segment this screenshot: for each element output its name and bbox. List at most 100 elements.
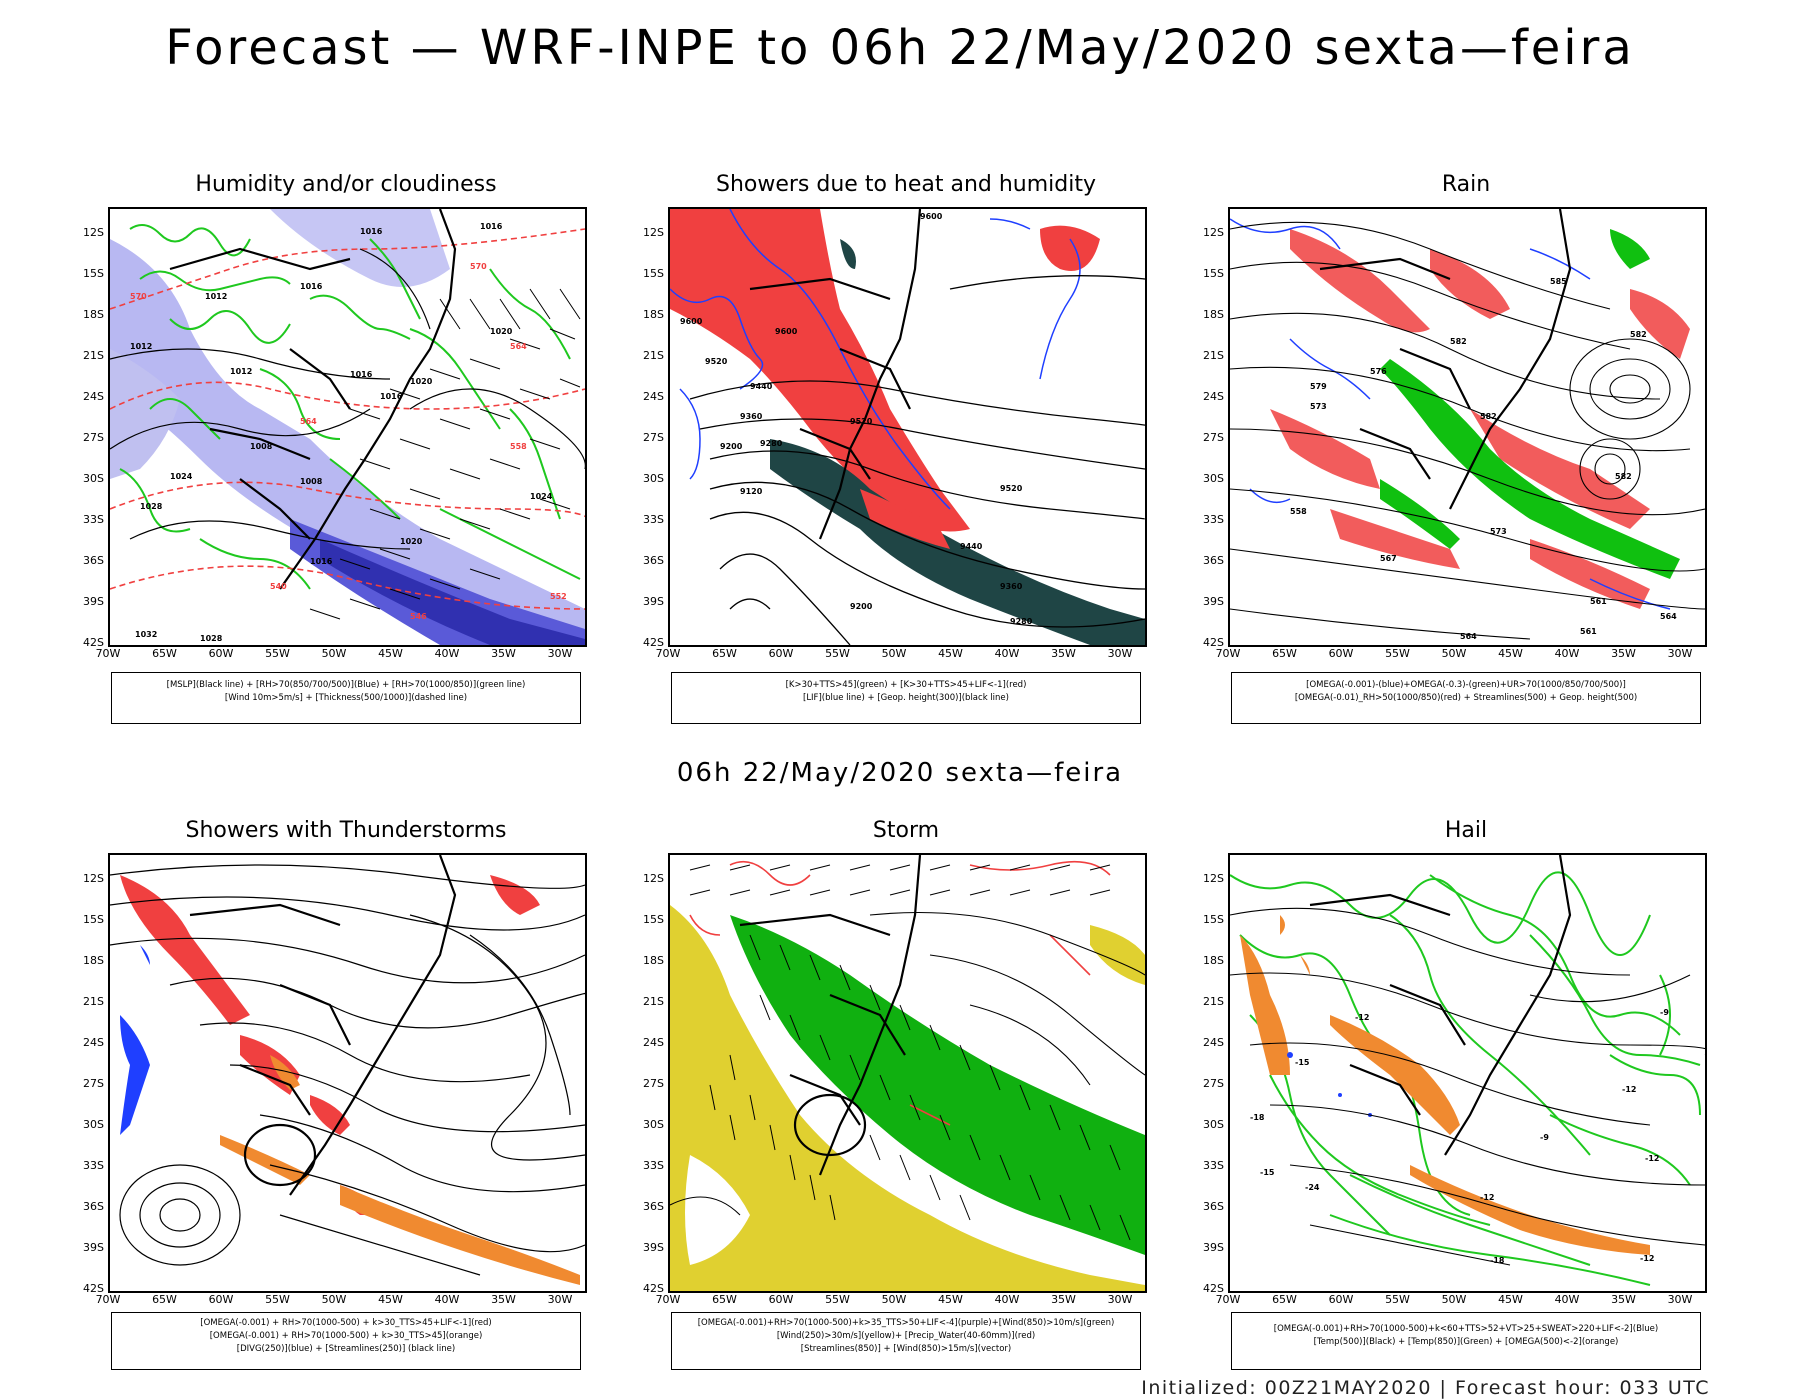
- latitude-tick-label: 12S: [1203, 872, 1224, 885]
- legend-line: [OMEGA(-0.001)+RH>70(1000-500)+k<60+TTS>…: [1273, 1324, 1659, 1334]
- contour-label: 564: [300, 417, 317, 426]
- contour-label: 1020: [400, 537, 423, 546]
- latitude-tick-label: 15S: [83, 913, 104, 926]
- contour-label: 582: [1450, 337, 1467, 346]
- legend-line: [K>30+TTS>45](green) + [K>30+TTS>45+LIF<…: [785, 680, 1027, 690]
- longitude-tick-label: 35W: [1051, 1293, 1076, 1306]
- latitude-tick-label: 30S: [643, 472, 664, 485]
- longitude-tick-label: 65W: [1272, 1293, 1297, 1306]
- latitude-tick-label: 24S: [643, 390, 664, 403]
- longitude-tick-label: 45W: [1498, 1293, 1523, 1306]
- map-rain-svg: 582 585 582 576 579 573 582 582 573 567 …: [1230, 209, 1705, 641]
- longitude-tick-label: 55W: [265, 1293, 290, 1306]
- contour-label: 582: [1615, 472, 1632, 481]
- latitude-tick-label: 33S: [1203, 1159, 1224, 1172]
- latitude-tick-label: 27S: [83, 1077, 104, 1090]
- latitude-tick-label: 30S: [83, 472, 104, 485]
- latitude-tick-label: 18S: [1203, 954, 1224, 967]
- longitude-tick-label: 70W: [1215, 647, 1241, 660]
- contour-label: 9440: [960, 542, 983, 551]
- latitude-tick-label: 24S: [83, 390, 104, 403]
- panel-title-thunderstorms: Showers with Thunderstorms: [185, 818, 507, 843]
- latitude-tick-label: 42S: [1203, 1282, 1224, 1295]
- latitude-tick-label: 30S: [643, 1118, 664, 1131]
- latitude-tick-label: 24S: [83, 1036, 104, 1049]
- latitude-tick-label: 36S: [643, 554, 664, 567]
- longitude-tick-label: 55W: [825, 1293, 850, 1306]
- longitude-tick-label: 40W: [994, 647, 1020, 660]
- longitude-tick-label: 55W: [1385, 647, 1410, 660]
- contour-label: 573: [1490, 527, 1507, 536]
- contour-label: 564: [1660, 612, 1677, 621]
- contour-label: -9: [1540, 1133, 1549, 1142]
- longitude-tick-label: 30W: [1667, 1293, 1693, 1306]
- latitude-tick-label: 42S: [1203, 636, 1224, 649]
- contour-label: -15: [1260, 1168, 1275, 1177]
- latitude-tick-label: 18S: [83, 954, 104, 967]
- contour-label: 570: [470, 262, 487, 271]
- contour-label: 9440: [750, 382, 773, 391]
- legend-line: [Temp(500)](Black) + [Temp(850)](Green) …: [1313, 1337, 1619, 1347]
- latitude-tick-label: 24S: [1203, 1036, 1224, 1049]
- longitude-tick-label: 60W: [768, 647, 794, 660]
- contour-label: 1016: [300, 282, 323, 291]
- contour-label: 1024: [170, 472, 193, 481]
- latitude-tick-label: 12S: [83, 226, 104, 239]
- legend-humidity: [MSLP](Black line) + [RH>70(850/700/500)…: [111, 672, 581, 724]
- map-humidity-svg: 1016 1016 1012 1016 1020 1024 1012 1016 …: [110, 209, 585, 645]
- contour-label: -12: [1355, 1013, 1369, 1022]
- latitude-tick-label: 15S: [643, 913, 664, 926]
- contour-label: 561: [1590, 597, 1607, 606]
- longitude-tick-label: 60W: [1328, 1293, 1354, 1306]
- contour-label: -9: [1660, 1008, 1669, 1017]
- latitude-tick-label: 33S: [643, 1159, 664, 1172]
- longitude-tick-label: 70W: [655, 647, 681, 660]
- contour-label: 9520: [705, 357, 728, 366]
- contour-label: 9280: [1010, 617, 1033, 626]
- latitude-tick-label: 12S: [1203, 226, 1224, 239]
- longitude-tick-label: 50W: [1441, 1293, 1467, 1306]
- latitude-tick-label: 42S: [83, 1282, 104, 1295]
- contour-label: 9120: [740, 487, 763, 496]
- panel-title-rain: Rain: [1441, 172, 1491, 197]
- longitude-tick-label: 35W: [1611, 1293, 1636, 1306]
- longitude-tick-label: 30W: [1667, 647, 1693, 660]
- contour-label: 564: [510, 342, 527, 351]
- longitude-tick-label: 35W: [1611, 647, 1636, 660]
- contour-label: 9600: [775, 327, 798, 336]
- latitude-tick-label: 39S: [83, 1241, 104, 1254]
- longitude-tick-label: 55W: [1385, 1293, 1410, 1306]
- contour-label: 564: [1460, 632, 1477, 641]
- longitude-tick-label: 35W: [1051, 647, 1076, 660]
- contour-label: 558: [1290, 507, 1307, 516]
- legend-rain: [OMEGA(-0.001)-(blue)+OMEGA(-0.3)-(green…: [1231, 672, 1701, 724]
- latitude-tick-label: 15S: [643, 267, 664, 280]
- longitude-tick-label: 55W: [825, 647, 850, 660]
- longitude-tick-label: 70W: [655, 1293, 681, 1306]
- latitude-tick-label: 27S: [83, 431, 104, 444]
- contour-label: 1016: [380, 392, 403, 401]
- map-showers-heat: 9600 9600 9600 9520 9440 9360 9280 9200 …: [668, 207, 1147, 647]
- contour-label: 1028: [140, 502, 163, 511]
- longitude-tick-label: 30W: [547, 647, 573, 660]
- contour-label: 558: [510, 442, 527, 451]
- legend-line: [OMEGA(-0.01)_RH>50(1000/850)(red) + Str…: [1294, 693, 1638, 703]
- latitude-tick-label: 33S: [83, 1159, 104, 1172]
- longitude-tick-label: 45W: [1498, 647, 1523, 660]
- contour-label: -15: [1295, 1058, 1310, 1067]
- legend-line: [OMEGA(-0.001) + RH>70(1000-500) + k>30_…: [200, 1318, 492, 1328]
- latitude-tick-label: 36S: [83, 554, 104, 567]
- latitude-tick-label: 18S: [83, 308, 104, 321]
- map-hail: -12 -15 -18 -24 -12 -9 -12 -12 -18 -15 -…: [1228, 853, 1707, 1293]
- contour-label: 9200: [850, 602, 873, 611]
- latitude-tick-label: 24S: [643, 1036, 664, 1049]
- legend-line: [OMEGA(-0.001)-(blue)+OMEGA(-0.3)-(green…: [1306, 680, 1626, 690]
- contour-label: -12: [1622, 1085, 1636, 1094]
- contour-label: -18: [1250, 1113, 1265, 1122]
- latitude-tick-label: 15S: [1203, 913, 1224, 926]
- longitude-tick-label: 70W: [1215, 1293, 1241, 1306]
- contour-label: 546: [410, 612, 427, 621]
- contour-label: 567: [1380, 554, 1397, 563]
- latitude-tick-label: 15S: [1203, 267, 1224, 280]
- longitude-tick-label: 60W: [768, 1293, 794, 1306]
